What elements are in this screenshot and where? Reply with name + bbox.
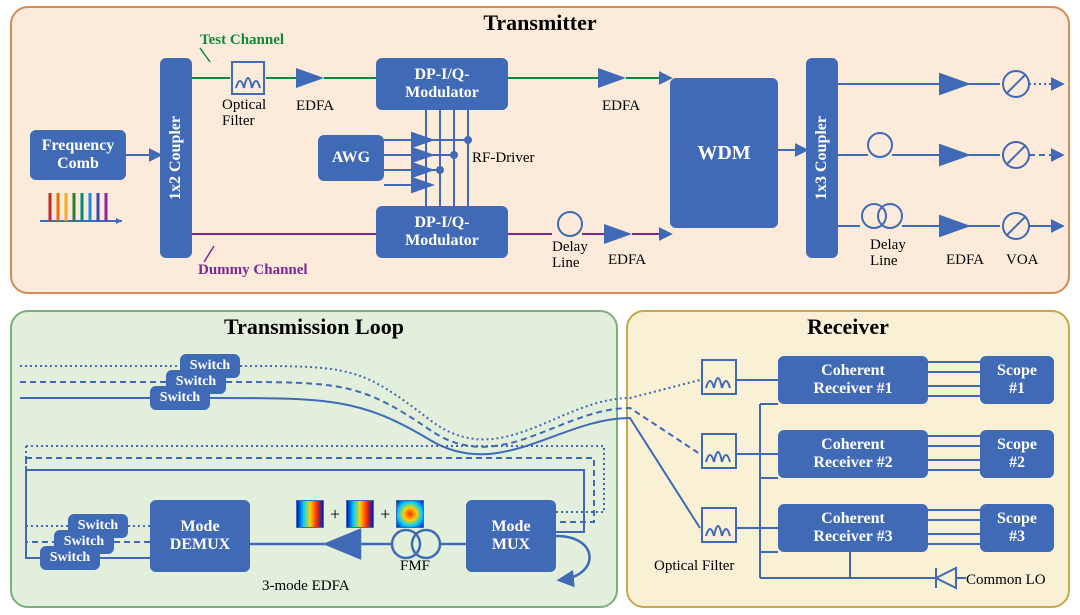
edfa-label-2: EDFA <box>608 252 646 269</box>
comb-spectrum-icon <box>36 185 126 227</box>
scope-2-label: Scope #2 <box>997 436 1037 471</box>
common-lo-label: Common LO <box>966 572 1046 589</box>
transmitter-title: Transmitter <box>12 10 1068 36</box>
test-channel-label: Test Channel <box>200 32 284 49</box>
mode-mux-label: Mode MUX <box>491 518 530 553</box>
optical-filter-icon <box>230 60 266 96</box>
edfa3-label: 3-mode EDFA <box>262 578 350 595</box>
fmf-label: FMF <box>400 558 430 575</box>
coherent-rx-1-label: Coherent Receiver #1 <box>813 362 892 397</box>
coherent-rx-3-label: Coherent Receiver #3 <box>813 510 892 545</box>
wdm-block: WDM <box>670 78 778 228</box>
coherent-rx-2-label: Coherent Receiver #2 <box>813 436 892 471</box>
voa-label: VOA <box>1006 252 1039 269</box>
modulator-bottom-block: DP-I/Q- Modulator <box>376 206 508 258</box>
wdm-label: WDM <box>697 142 750 164</box>
switch-1c-label: Switch <box>160 390 200 405</box>
optical-filter-label: Optical Filter <box>222 98 266 130</box>
scope-1: Scope #1 <box>980 356 1054 404</box>
switch-1c: Switch <box>150 386 210 410</box>
mode-mux-block: Mode MUX <box>466 500 556 572</box>
coherent-rx-3: Coherent Receiver #3 <box>778 504 928 552</box>
scope-2: Scope #2 <box>980 430 1054 478</box>
frequency-comb-label: Frequency Comb <box>42 137 115 172</box>
edfa-label-4: EDFA <box>946 252 984 269</box>
mode-lp11b-icon <box>346 500 374 528</box>
scope-1-label: Scope #1 <box>997 362 1037 397</box>
receiver-optical-filter-label: Optical Filter <box>654 558 734 575</box>
dummy-channel-label: Dummy Channel <box>198 262 308 279</box>
coupler-1x2-label: 1x2 Coupler <box>167 116 185 200</box>
mode-lp11a-icon <box>296 500 324 528</box>
coupler-1x2-block: 1x2 Coupler <box>160 58 192 258</box>
coherent-rx-1: Coherent Receiver #1 <box>778 356 928 404</box>
switch-2c: Switch <box>40 546 100 570</box>
delay-line-label-1: Delay Line <box>552 240 588 272</box>
switch-2c-label: Switch <box>50 550 90 565</box>
scope-3: Scope #3 <box>980 504 1054 552</box>
awg-label: AWG <box>332 149 370 167</box>
mode-images: + + <box>296 500 424 528</box>
awg-block: AWG <box>318 135 384 181</box>
rf-driver-label: RF-Driver <box>472 150 535 167</box>
delay-line-label-2: Delay Line <box>870 238 906 270</box>
mode-demux-label: Mode DEMUX <box>170 518 230 553</box>
coupler-1x3-block: 1x3 Coupler <box>806 58 838 258</box>
edfa-label-1: EDFA <box>296 98 334 115</box>
loop-title: Transmission Loop <box>12 314 616 340</box>
receiver-title: Receiver <box>628 314 1068 340</box>
modulator-top-label: DP-I/Q- Modulator <box>405 66 479 101</box>
mode-lp01-icon <box>396 500 424 528</box>
coupler-1x3-label: 1x3 Coupler <box>813 116 831 200</box>
coherent-rx-2: Coherent Receiver #2 <box>778 430 928 478</box>
edfa-label-3: EDFA <box>602 98 640 115</box>
modulator-bottom-label: DP-I/Q- Modulator <box>405 214 479 249</box>
frequency-comb-block: Frequency Comb <box>30 130 126 180</box>
modulator-top-block: DP-I/Q- Modulator <box>376 58 508 110</box>
mode-demux-block: Mode DEMUX <box>150 500 250 572</box>
scope-3-label: Scope #3 <box>997 510 1037 545</box>
